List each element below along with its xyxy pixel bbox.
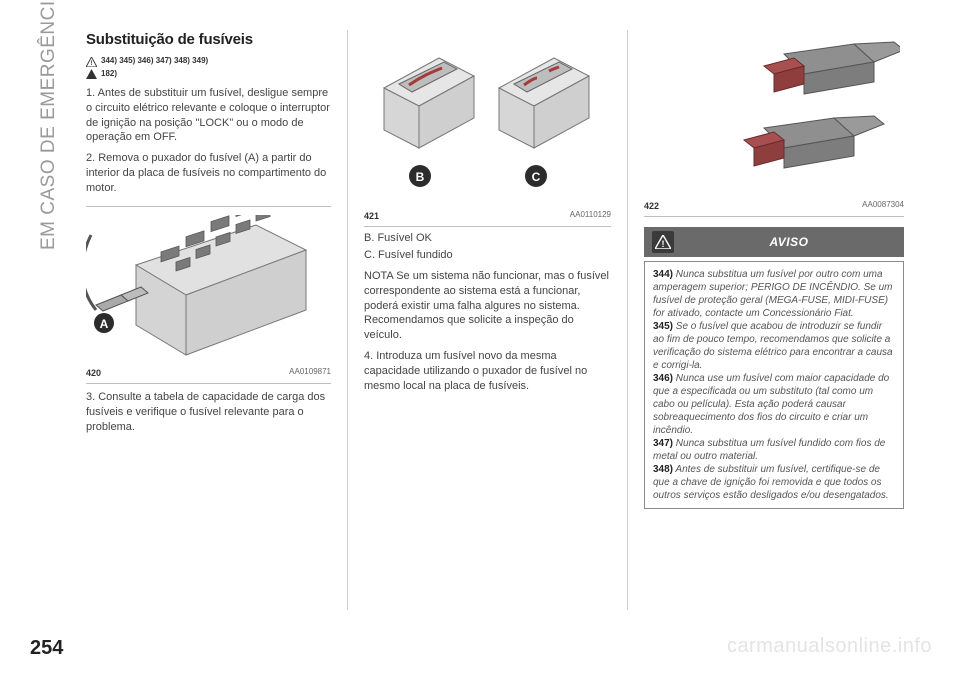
- c-label: C. Fusível fundido: [364, 248, 611, 263]
- aviso-header-bar: ! AVISO: [644, 227, 904, 257]
- column-3: 422 AA0087304 ! AVISO 344) Nunca substit…: [628, 30, 920, 610]
- aviso-item-text: Antes de substituir um fusível, certifiq…: [653, 464, 889, 501]
- svg-text:C: C: [532, 170, 541, 184]
- step-4-text: 4. Introduza um fusível novo da mesma ca…: [364, 349, 611, 394]
- figure-422-caption: 422 AA0087304: [644, 200, 904, 212]
- figure-420-illustration: A: [86, 215, 326, 365]
- column-1: Substituição de fusíveis ! 344) 345) 346…: [70, 30, 348, 610]
- figure-421: B C 421 AA011012: [364, 30, 611, 227]
- aviso-triangle-icon: !: [652, 231, 674, 253]
- watermark-text: carmanualsonline.info: [727, 635, 932, 658]
- column-2: B C 421 AA011012: [348, 30, 628, 610]
- caution-triangle-icon: [86, 69, 97, 79]
- warning-ref-line-1: ! 344) 345) 346) 347) 348) 349): [86, 56, 331, 67]
- figure-421-caption: 421 AA0110129: [364, 210, 611, 222]
- nota-text: NOTA Se um sistema não funcionar, mas o …: [364, 269, 611, 343]
- svg-text:B: B: [416, 170, 425, 184]
- aviso-item-text: Nunca substitua um fusível fundido com f…: [653, 438, 885, 462]
- svg-text:!: !: [662, 239, 665, 249]
- figure-420: A 420 AA0109871: [86, 206, 331, 384]
- aviso-item-num: 346): [653, 373, 673, 384]
- aviso-item-num: 348): [653, 464, 673, 475]
- manual-page: EM CASO DE EMERGÊNCIA Substituição de fu…: [0, 0, 960, 678]
- section-heading: Substituição de fusíveis: [86, 30, 331, 50]
- figure-code: AA0110129: [570, 210, 611, 222]
- aviso-item-text: Nunca use um fusível com maior capacidad…: [653, 373, 889, 436]
- step-3-text: 3. Consulte a tabela de capacidade de ca…: [86, 390, 331, 435]
- caution-refs: 182): [101, 69, 117, 80]
- three-column-layout: Substituição de fusíveis ! 344) 345) 346…: [70, 30, 930, 610]
- warning-refs: 344) 345) 346) 347) 348) 349): [101, 56, 208, 67]
- warning-triangle-icon: !: [86, 57, 97, 67]
- svg-text:A: A: [100, 317, 109, 331]
- aviso-item-text: Se o fusível que acabou de introduzir se…: [653, 321, 893, 371]
- aviso-box: 344) Nunca substitua um fusível por outr…: [644, 261, 904, 509]
- section-vertical-label: EM CASO DE EMERGÊNCIA: [38, 0, 60, 250]
- aviso-item-text: Nunca substitua um fusível por outro com…: [653, 269, 893, 319]
- figure-number: 422: [644, 200, 659, 212]
- step-2-text: 2. Remova o puxador do fusível (A) a par…: [86, 151, 331, 196]
- aviso-label: AVISO: [682, 234, 896, 250]
- warning-ref-line-2: 182): [86, 69, 331, 80]
- figure-422: 422 AA0087304: [644, 30, 904, 217]
- step-1-text: 1. Antes de substituir um fusível, desli…: [86, 86, 331, 145]
- figure-number: 420: [86, 367, 101, 379]
- figure-code: AA0109871: [289, 367, 331, 379]
- figure-code: AA0087304: [862, 200, 904, 212]
- figure-number: 421: [364, 210, 379, 222]
- figure-420-caption: 420 AA0109871: [86, 367, 331, 379]
- aviso-item-num: 347): [653, 438, 673, 449]
- svg-text:!: !: [90, 60, 92, 67]
- figure-422-illustration: [644, 38, 900, 198]
- aviso-item-num: 344): [653, 269, 673, 280]
- aviso-item-num: 345): [653, 321, 673, 332]
- figure-421-illustration: B C: [364, 38, 608, 208]
- page-number: 254: [30, 637, 63, 660]
- b-label: B. Fusível OK: [364, 231, 611, 246]
